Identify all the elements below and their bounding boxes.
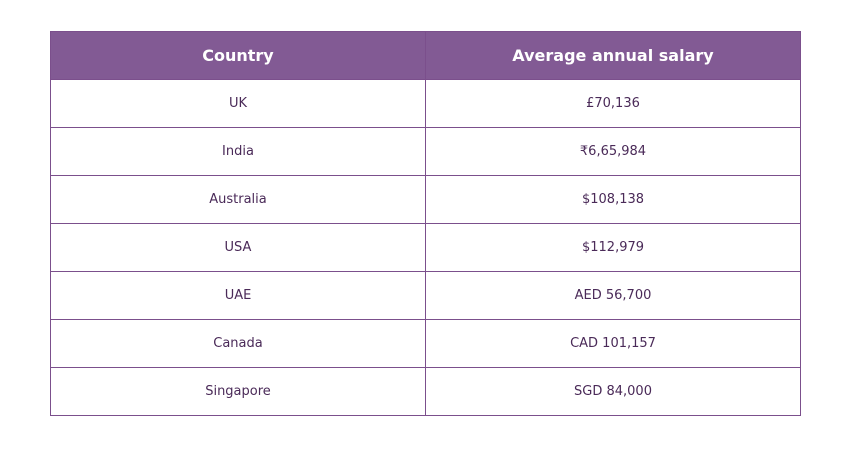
table-row: UAE AED 56,700 — [50, 271, 801, 320]
salary-cell: SGD 84,000 — [425, 367, 801, 416]
table-header: Country Average annual salary — [50, 31, 801, 80]
table-row: USA $112,979 — [50, 223, 801, 272]
header-average-annual-salary: Average annual salary — [425, 31, 801, 80]
table-row: Singapore SGD 84,000 — [50, 367, 801, 416]
header-country: Country — [50, 31, 426, 80]
table-body: UK £70,136 India ₹6,65,984 Australia $10… — [50, 79, 801, 416]
salary-cell: AED 56,700 — [425, 271, 801, 320]
country-cell: USA — [50, 223, 426, 272]
salary-cell: $112,979 — [425, 223, 801, 272]
table-row: Australia $108,138 — [50, 175, 801, 224]
header-row: Country Average annual salary — [50, 31, 801, 80]
country-cell: UK — [50, 79, 426, 128]
salary-cell: $108,138 — [425, 175, 801, 224]
table-row: Canada CAD 101,157 — [50, 319, 801, 368]
salary-cell: £70,136 — [425, 79, 801, 128]
country-cell: India — [50, 127, 426, 176]
country-cell: Australia — [50, 175, 426, 224]
salary-cell: ₹6,65,984 — [425, 127, 801, 176]
country-cell: Canada — [50, 319, 426, 368]
table-row: India ₹6,65,984 — [50, 127, 801, 176]
salary-cell: CAD 101,157 — [425, 319, 801, 368]
country-cell: Singapore — [50, 367, 426, 416]
salary-table: Country Average annual salary UK £70,136… — [50, 31, 801, 416]
country-cell: UAE — [50, 271, 426, 320]
table-row: UK £70,136 — [50, 79, 801, 128]
